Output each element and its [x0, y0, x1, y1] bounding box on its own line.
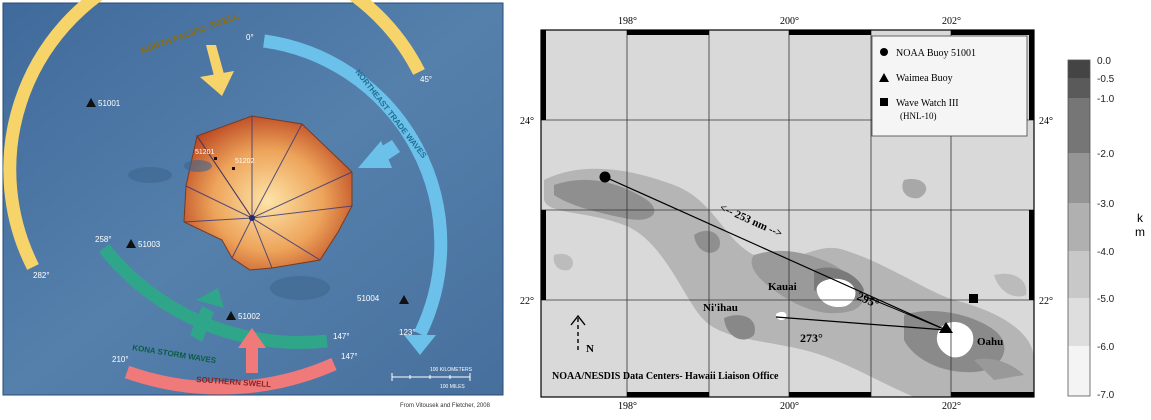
svg-text:51002: 51002 [238, 312, 261, 321]
svg-text:0.0: 0.0 [1097, 56, 1111, 67]
north-pacific-arrow [200, 45, 234, 96]
northeast-trade-waves-arc [263, 34, 448, 337]
svg-text:-5.0: -5.0 [1097, 294, 1115, 305]
wave-rose [183, 115, 353, 271]
southern-arrow [238, 328, 266, 373]
svg-text:51001: 51001 [98, 99, 121, 108]
northeast-arc-arrowhead [404, 335, 436, 355]
svg-text:-2.0: -2.0 [1097, 149, 1115, 160]
latitude-label-24-left: 24° [520, 116, 534, 127]
svg-text:-0.5: -0.5 [1097, 74, 1115, 85]
svg-text:k: k [1137, 211, 1144, 225]
northeast-trade-arrow [358, 140, 400, 168]
svg-text:51003: 51003 [138, 240, 161, 249]
buoy-51003: 51003 [126, 239, 161, 249]
islands [128, 160, 330, 300]
buoy-51004: 51004 [357, 294, 409, 304]
north-arrow: N [570, 314, 594, 355]
svg-text:NOAA Buoy 51001: NOAA Buoy 51001 [896, 48, 976, 59]
svg-text:Waimea Buoy: Waimea Buoy [896, 73, 953, 84]
bathymetry-svg: 198° 200° 202° 198° 200° 202° 24° 22° 24… [514, 0, 1151, 415]
direction-210: 210° [112, 355, 129, 364]
waimea-buoy-symbol [879, 73, 889, 82]
longitude-label-202-bottom: 202° [942, 401, 961, 412]
direction-line-273 [775, 316, 947, 331]
graticule [541, 30, 1034, 397]
bathymetry-map: 198° 200° 202° 198° 200° 202° 24° 22° 24… [514, 0, 1151, 415]
north-pacific-swell-arc [3, 0, 425, 270]
longitude-label-198-top: 198° [618, 16, 637, 27]
longitude-label-202-top: 202° [942, 16, 961, 27]
figure-credit: From Vitousek and Fletcher, 2008 [400, 403, 491, 409]
southern-swell-arc [124, 358, 337, 395]
buoy-51202: 51202 [232, 158, 255, 170]
svg-text:-4.0: -4.0 [1097, 247, 1115, 258]
direction-45: 45° [420, 75, 432, 84]
direction-282: 282° [33, 271, 50, 280]
wavewatch-symbol [880, 98, 888, 106]
svg-text:Wave Watch III: Wave Watch III [896, 98, 959, 109]
distance-line-51001-waimea [604, 176, 947, 331]
depth-colorbar: 0.0 -0.5 -1.0 -2.0 -3.0 -4.0 -5.0 -6.0 -… [1067, 56, 1145, 401]
niihau-label: Ni'ihau [703, 302, 738, 314]
frame-bars [541, 30, 1034, 397]
svg-text:-1.0: -1.0 [1097, 94, 1115, 105]
buoy-51002: 51002 [226, 311, 261, 321]
wave-climate-map: 51001 51003 51004 51002 51201 51202 NORT… [0, 0, 506, 415]
angle-label-273: 273° [800, 331, 823, 345]
svg-text:100 MILES: 100 MILES [440, 384, 465, 390]
svg-text:m: m [1135, 225, 1145, 239]
svg-text:51201: 51201 [195, 149, 215, 156]
noaa-buoy-symbol [880, 48, 888, 56]
svg-text:51202: 51202 [235, 158, 255, 165]
longitude-label-200-top: 200° [780, 16, 799, 27]
direction-258: 258° [95, 235, 112, 244]
wavewatch-marker [969, 294, 978, 303]
direction-line-295 [863, 295, 947, 331]
direction-0: 0° [246, 33, 254, 42]
longitude-label-200-bottom: 200° [780, 401, 799, 412]
svg-text:(HNL-10): (HNL-10) [900, 111, 937, 121]
direction-147-green: 147° [333, 332, 350, 341]
latitude-label-22-right: 22° [1039, 296, 1053, 307]
buoy-51201: 51201 [195, 149, 217, 160]
latitude-label-22-left: 22° [520, 296, 534, 307]
latitude-label-24-right: 24° [1039, 116, 1053, 127]
svg-text:51004: 51004 [357, 294, 380, 303]
direction-147-red: 147° [341, 352, 358, 361]
longitude-label-198-bottom: 198° [618, 401, 637, 412]
buoy-51001: 51001 [86, 98, 121, 108]
svg-text:N: N [586, 343, 594, 355]
svg-text:100 KILOMETERS: 100 KILOMETERS [430, 367, 473, 373]
svg-text:-7.0: -7.0 [1097, 390, 1115, 401]
svg-text:-3.0: -3.0 [1097, 199, 1115, 210]
direction-123: 123° [399, 328, 416, 337]
oahu-label: Oahu [977, 336, 1003, 348]
data-source-label: NOAA/NESDIS Data Centers- Hawaii Liaison… [552, 371, 779, 382]
scale-bar: 100 KILOMETERS 100 MILES [391, 367, 473, 390]
kauai-label: Kauai [768, 281, 797, 293]
kona-arrow [190, 288, 224, 342]
map-legend: NOAA Buoy 51001 Waimea Buoy Wave Watch I… [871, 35, 1028, 137]
svg-text:-6.0: -6.0 [1097, 342, 1115, 353]
wave-climate-svg: 51001 51003 51004 51002 51201 51202 NORT… [2, 0, 504, 409]
